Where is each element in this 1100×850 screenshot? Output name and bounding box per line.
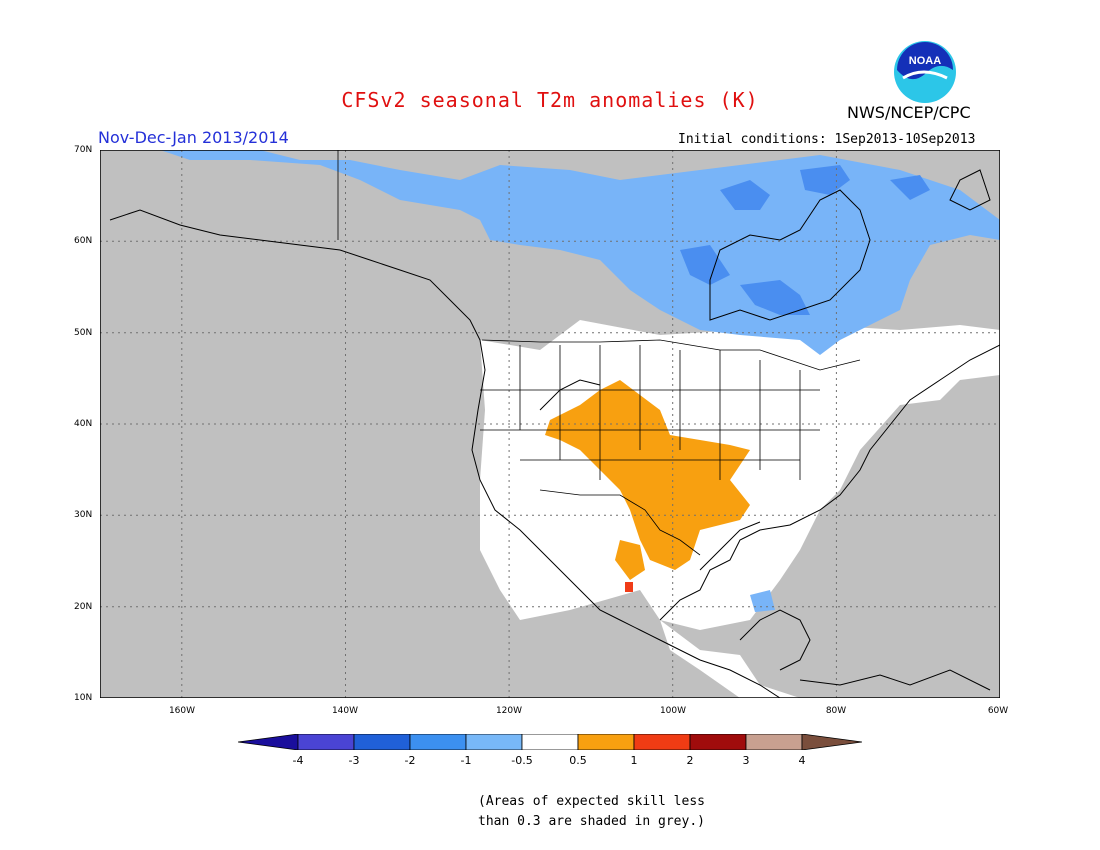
colorbar-segment bbox=[689, 734, 747, 750]
colorbar-segment bbox=[801, 734, 862, 750]
colorbar-segment bbox=[238, 734, 299, 750]
lon-label: 100W bbox=[659, 706, 687, 716]
initial-conditions: Initial conditions: 1Sep2013-10Sep2013 bbox=[678, 132, 976, 147]
skill-note-line: than 0.3 are shaded in grey.) bbox=[478, 814, 705, 829]
lon-label: 80W bbox=[825, 706, 847, 716]
skill-note: (Areas of expected skill less than 0.3 a… bbox=[478, 792, 705, 832]
colorbar-label: -4 bbox=[292, 754, 304, 767]
noaa-logo: NOAA bbox=[894, 41, 956, 103]
lat-label: 30N bbox=[74, 510, 93, 520]
strong-cool-patches bbox=[680, 165, 930, 315]
lat-label: 40N bbox=[74, 419, 93, 429]
chart-title: CFSv2 seasonal T2m anomalies (K) bbox=[341, 88, 759, 112]
logo-text: NOAA bbox=[909, 55, 941, 67]
agency-label: NWS/NCEP/CPC bbox=[847, 103, 971, 122]
colorbar-segment bbox=[577, 734, 635, 750]
colorbar-label: 3 bbox=[742, 754, 750, 767]
red-anomaly-cell bbox=[625, 582, 633, 592]
colorbar-label: 4 bbox=[798, 754, 806, 767]
colorbar-label: 1 bbox=[630, 754, 638, 767]
colorbar-label: -1 bbox=[460, 754, 472, 767]
colorbar-label: 0.5 bbox=[569, 754, 587, 767]
colorbar-label: 2 bbox=[686, 754, 694, 767]
colorbar-segment bbox=[353, 734, 411, 750]
colorbar-segment bbox=[409, 734, 467, 750]
lat-label: 20N bbox=[74, 602, 93, 612]
lat-label: 70N bbox=[74, 145, 93, 155]
lon-label: 160W bbox=[168, 706, 196, 716]
season-period: Nov-Dec-Jan 2013/2014 bbox=[98, 128, 289, 147]
colorbar-label: -2 bbox=[404, 754, 416, 767]
colorbar bbox=[238, 734, 862, 750]
lon-label: 140W bbox=[331, 706, 359, 716]
lat-label: 60N bbox=[74, 236, 93, 246]
warm-anomaly-region bbox=[545, 380, 750, 580]
colorbar-segment bbox=[297, 734, 355, 750]
grid-lines bbox=[100, 150, 1000, 698]
colorbar-segment bbox=[465, 734, 523, 750]
lon-label: 120W bbox=[495, 706, 523, 716]
skill-note-line: (Areas of expected skill less bbox=[478, 794, 705, 809]
lat-label: 10N bbox=[74, 693, 93, 703]
coastlines bbox=[109, 169, 1000, 698]
colorbar-segment bbox=[633, 734, 691, 750]
lat-label: 50N bbox=[74, 328, 93, 338]
colorbar-segment bbox=[745, 734, 803, 750]
political-borders bbox=[337, 150, 861, 556]
colorbar-label: -0.5 bbox=[511, 754, 533, 767]
anomaly-map bbox=[100, 150, 1000, 698]
lon-label: 60W bbox=[987, 706, 1009, 716]
colorbar-segment bbox=[521, 734, 579, 750]
colorbar-label: -3 bbox=[348, 754, 360, 767]
